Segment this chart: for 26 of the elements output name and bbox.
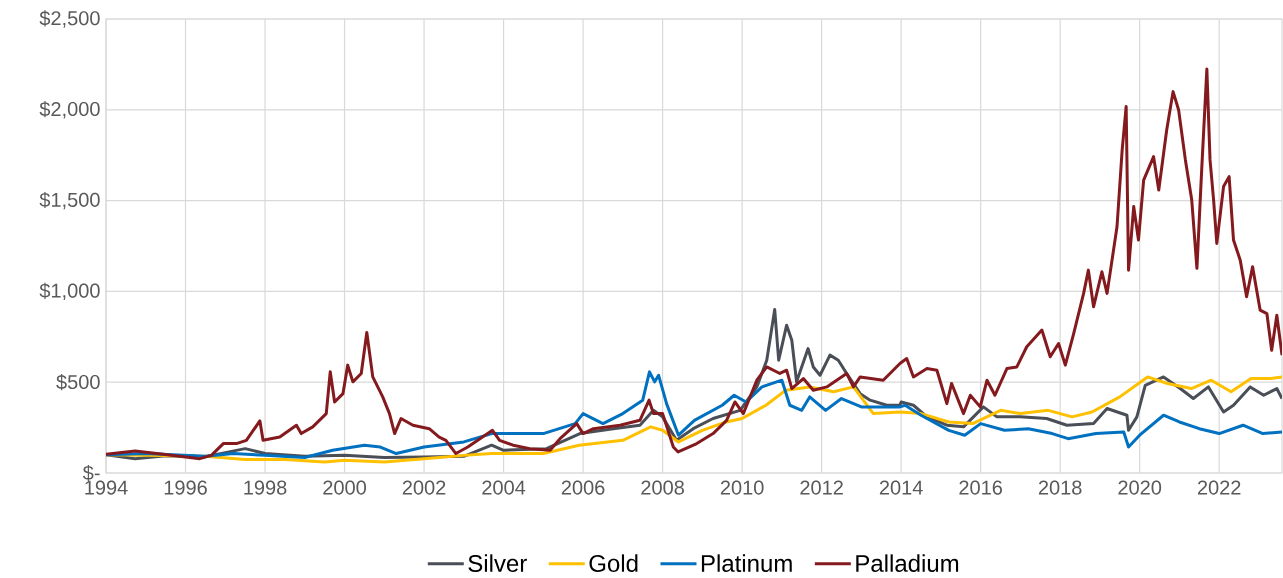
x-tick-label: 1998 bbox=[244, 480, 287, 495]
legend-label: Platinum bbox=[701, 554, 792, 572]
y-tick-label: $1,500 bbox=[39, 191, 100, 210]
y-tick-label: $2,500 bbox=[39, 10, 100, 28]
legend-label: Silver bbox=[468, 554, 527, 572]
legend-label: Palladium bbox=[856, 554, 959, 572]
x-tick-label: 2010 bbox=[720, 480, 764, 495]
x-tick-label: 2018 bbox=[1038, 480, 1082, 495]
x-tick-label: 2022 bbox=[1197, 480, 1241, 495]
y-tick-label: $500 bbox=[56, 374, 100, 391]
x-tick-label: 2002 bbox=[402, 480, 446, 495]
legend-label: Gold bbox=[589, 554, 638, 572]
x-tick-label: 2000 bbox=[323, 480, 366, 495]
x-tick-label: 2004 bbox=[482, 480, 526, 495]
y-tick-label: $- bbox=[82, 464, 100, 482]
x-tick-label: 2006 bbox=[561, 480, 605, 495]
x-tick-label: 2012 bbox=[800, 480, 843, 495]
x-tick-label: 2014 bbox=[879, 480, 923, 495]
x-tick-label: 2008 bbox=[641, 480, 684, 495]
y-tick-label: $1,000 bbox=[39, 282, 100, 301]
x-tick-label: 2016 bbox=[959, 480, 1003, 495]
line-series bbox=[106, 67, 1282, 461]
x-tick-label: 2020 bbox=[1118, 480, 1162, 495]
x-tick-label: 1996 bbox=[164, 480, 207, 495]
x-tick-label: 1994 bbox=[85, 480, 128, 495]
y-tick-label: $2,000 bbox=[39, 101, 100, 119]
